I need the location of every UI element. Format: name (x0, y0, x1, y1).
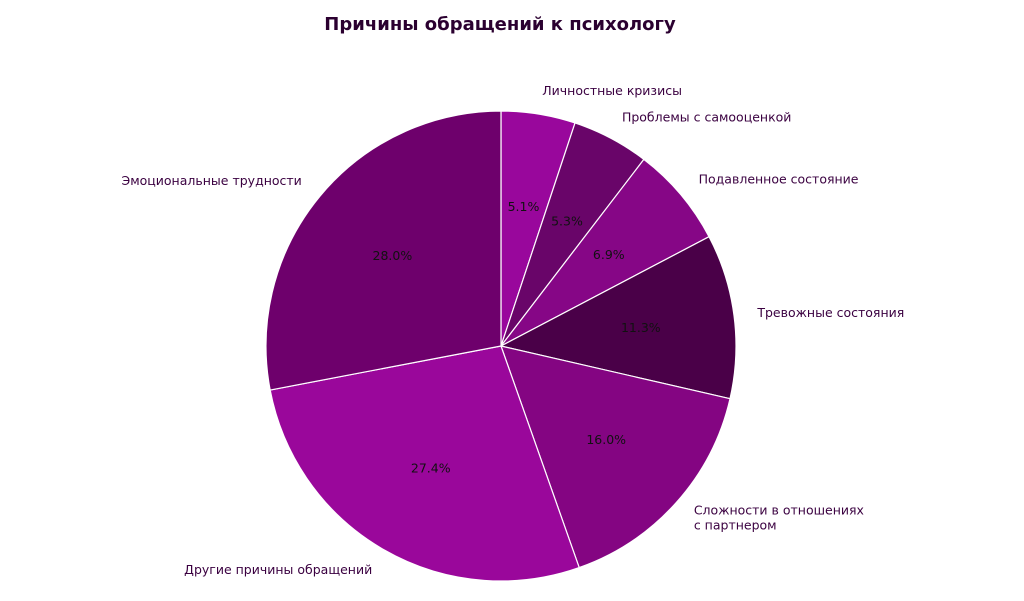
category-labels: Личностные кризисы Проблемы с самооценкой… (121, 83, 904, 577)
slice-category-label: Сложности в отношениях с партнером (694, 503, 864, 533)
slice-percent-label: 5.3% (551, 213, 583, 228)
slice-category-label: Другие причины обращений (184, 562, 372, 577)
slice-percent-label: 11.3% (621, 320, 661, 335)
slice-percent-label: 5.1% (508, 199, 540, 214)
slice-percent-label: 27.4% (411, 460, 451, 475)
pie-slice (265, 110, 502, 391)
slice-percent-label: 16.0% (586, 432, 626, 447)
slice-category-label: Эмоциональные трудности (121, 173, 301, 188)
slice-category-label: Подавленное состояние (699, 171, 859, 186)
slice-category-label: Проблемы с самооценкой (622, 110, 791, 125)
slice-percent-label: 6.9% (593, 247, 625, 262)
slice-category-label: Тревожные состояния (756, 305, 904, 320)
pie-slice (269, 345, 580, 582)
pie-slice (499, 235, 737, 400)
slice-category-label: Личностные кризисы (542, 83, 682, 98)
percent-labels: 5.1% 5.3% 6.9% 11.3% 16.0% 27.4% 28.0% (373, 199, 661, 475)
pie-slice (500, 345, 731, 569)
chart-title: Причины обращений к психологу (324, 14, 676, 35)
pie-slices (265, 110, 737, 582)
slice-percent-label: 28.0% (373, 248, 413, 263)
